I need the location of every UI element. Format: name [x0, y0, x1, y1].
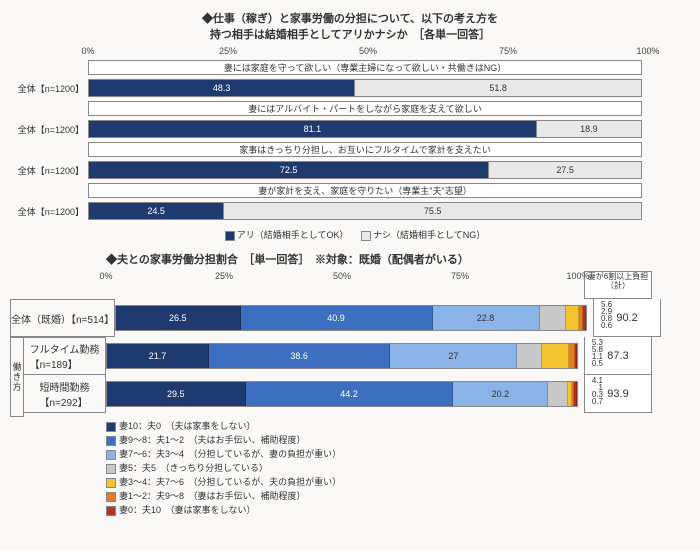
chart1-bar: 48.3 51.8 [88, 79, 642, 97]
chart1-legend: アリ（結婚相手としてOK） ナシ（結婚相手としてNG） [10, 228, 690, 241]
chart2-bar: 21.738.6275.35.81.10.5 [106, 343, 578, 369]
chart2-title: ◆夫との家事労働分担割合 ［単一回答］ ※対象：既婚（配偶者がいる） [106, 251, 690, 267]
chart1-row-label: 全体【n=1200】 [10, 82, 88, 95]
chart1: ◆仕事（稼ぎ）と家事労働の分担について、以下の考え方を 持つ相手は結婚相手として… [10, 10, 690, 241]
chart2-bar: 26.540.922.85.62.90.80.6 [115, 305, 587, 331]
chart2-row-label: 短時間勤務 【n=292】 [24, 375, 106, 413]
chart1-bar: 81.1 18.9 [88, 120, 642, 138]
chart1-bar-header: 妻には家庭を守って欲しい（専業主婦になって欲しい・共働きはNG） [88, 60, 642, 75]
chart2-axis: 0% 25% 50% 75% 100% [106, 271, 578, 285]
chart1-bar-header: 妻が家計を支え、家庭を守りたい（専業主"夫"志望） [88, 183, 642, 198]
chart1-axis: 0% 25% 50% 75% 100% [88, 46, 648, 60]
chart1-row-label: 全体【n=1200】 [10, 123, 88, 136]
chart1-bar-header: 家事はきっちり分担し、お互いにフルタイムで家計を支えたい [88, 142, 642, 157]
chart1-row-label: 全体【n=1200】 [10, 164, 88, 177]
chart1-title: ◆仕事（稼ぎ）と家事労働の分担について、以下の考え方を 持つ相手は結婚相手として… [10, 10, 690, 42]
chart1-bar-header: 妻にはアルバイト・パートをしながら家庭を支えて欲しい [88, 101, 642, 116]
chart1-bar: 72.5 27.5 [88, 161, 642, 179]
chart1-bar: 24.5 75.5 [88, 202, 642, 220]
chart2-row-label: 全体（既婚）【n=514】 [10, 299, 115, 337]
chart2-legend: 妻10：夫0 （夫は家事をしない）妻9～8：夫1～2 （夫はお手伝い、補助程度）… [106, 419, 690, 516]
chart2: ◆夫との家事労働分担割合 ［単一回答］ ※対象：既婚（配偶者がいる） 0% 25… [10, 251, 690, 516]
chart2-right-header: 妻が6割以上負担（計） [584, 271, 652, 299]
chart2-bar: 29.544.220.24.110.30.7 [106, 381, 578, 407]
chart1-row-label: 全体【n=1200】 [10, 205, 88, 218]
